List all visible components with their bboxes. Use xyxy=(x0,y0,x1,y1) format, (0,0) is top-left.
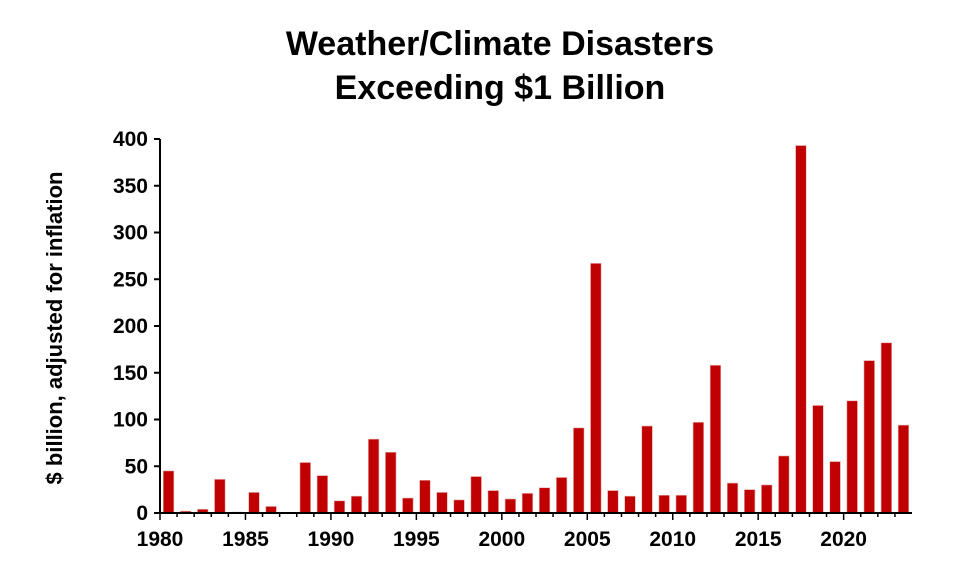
bar-2010 xyxy=(675,494,687,514)
bar-2021 xyxy=(863,360,875,514)
bar-2003 xyxy=(556,477,568,514)
bar-1999 xyxy=(487,490,499,514)
x-tick-label-1990: 1990 xyxy=(308,528,355,551)
bar-1994 xyxy=(402,497,414,514)
bar-2007 xyxy=(624,495,636,514)
y-tick-label-150: 150 xyxy=(113,362,148,385)
bars-group xyxy=(162,145,910,514)
chart-title-line2: Exceeding $1 Billion xyxy=(334,69,666,107)
bar-1988 xyxy=(299,462,311,514)
y-tick-label-0: 0 xyxy=(136,502,148,525)
bar-1989 xyxy=(316,475,328,514)
bar-1992 xyxy=(368,438,380,514)
bar-2019 xyxy=(829,461,841,514)
y-tick-label-400: 400 xyxy=(113,128,148,151)
bar-2015 xyxy=(761,484,773,514)
x-tick-label-2010: 2010 xyxy=(649,528,696,551)
bar-2009 xyxy=(658,494,670,514)
chart-title-line1: Weather/Climate Disasters xyxy=(285,25,715,63)
bar-1983 xyxy=(214,479,226,514)
bar-1997 xyxy=(453,499,465,514)
y-tick-label-350: 350 xyxy=(113,175,148,198)
bar-2001 xyxy=(521,493,534,514)
bar-2022 xyxy=(880,342,892,514)
bar-2012 xyxy=(709,364,722,514)
x-tick-label-2015: 2015 xyxy=(735,528,782,551)
bar-1990 xyxy=(333,500,346,514)
bar-2008 xyxy=(641,425,653,514)
y-tick-label-100: 100 xyxy=(113,409,148,432)
bar-1996 xyxy=(436,492,448,514)
bar-2005 xyxy=(590,263,602,514)
x-tick-label-1995: 1995 xyxy=(393,528,440,551)
bar-2017 xyxy=(795,145,807,514)
y-tick-label-250: 250 xyxy=(113,268,148,291)
x-tick-label-2020: 2020 xyxy=(820,528,867,551)
axes-group: 0 50 100 150 200 250 300 350 400 1980 1985 1990 1995… xyxy=(113,128,912,551)
bar-2011 xyxy=(692,422,704,514)
bar-2000 xyxy=(504,498,516,514)
y-axis-label: $ billion, adjusted for inflation xyxy=(42,172,67,485)
bar-1985 xyxy=(248,492,260,514)
bar-2023 xyxy=(897,424,910,514)
bar-2020 xyxy=(846,400,858,514)
bar-1991 xyxy=(350,495,363,514)
bar-1980 xyxy=(162,470,175,514)
bar-2013 xyxy=(726,482,739,514)
bar-1993 xyxy=(385,451,397,514)
bar-2006 xyxy=(607,490,619,514)
bar-2016 xyxy=(778,455,790,514)
y-tick-label-50: 50 xyxy=(125,455,148,478)
y-tick-label-200: 200 xyxy=(113,315,148,338)
bar-2002 xyxy=(538,487,551,514)
x-tick-label-2005: 2005 xyxy=(564,528,611,551)
bar-1995 xyxy=(419,479,431,514)
bar-2018 xyxy=(812,405,824,514)
y-tick-label-300: 300 xyxy=(113,222,148,245)
x-tick-label-2000: 2000 xyxy=(478,528,525,551)
x-tick-label-1980: 1980 xyxy=(137,528,184,551)
x-tick-label-1985: 1985 xyxy=(222,528,269,551)
bar-1998 xyxy=(470,476,482,514)
bar-2004 xyxy=(573,427,585,514)
bar-2014 xyxy=(744,489,756,514)
